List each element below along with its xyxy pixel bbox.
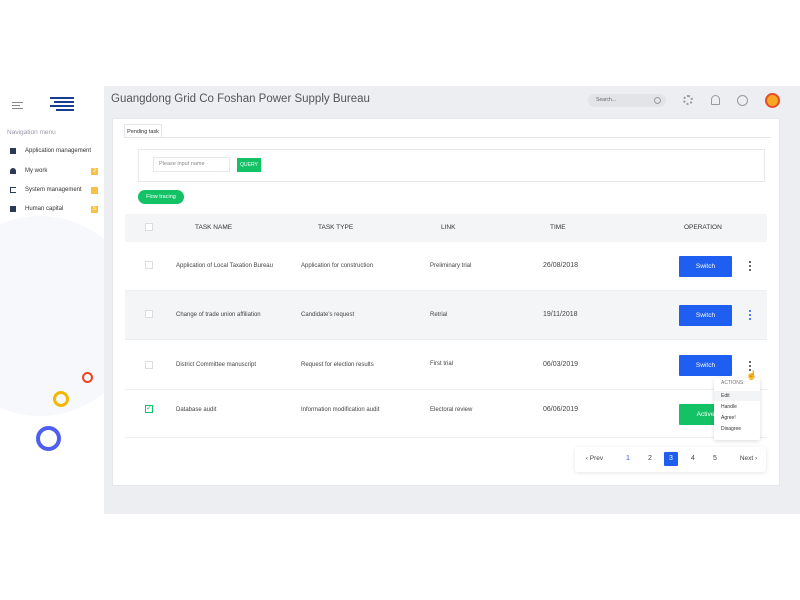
task-name: Database audit [176,407,217,413]
task-name: Application of Local Taxation Bureau [176,263,273,269]
menu-item-edit[interactable]: Edit [714,391,760,401]
page-2[interactable]: 2 [648,455,652,462]
select-all-checkbox[interactable] [145,223,153,231]
power-icon[interactable] [737,95,748,106]
menu-item-handle[interactable]: Handle [721,404,737,410]
decor-bg [0,216,104,416]
nav-label: My work [25,168,48,174]
more-icon[interactable] [749,361,752,373]
col-task-type: TASK TYPE [318,224,354,231]
switch-button[interactable]: Switch [679,355,732,376]
tab-divider [124,137,771,138]
user-icon [10,168,16,174]
badge [91,186,98,194]
more-icon[interactable] [749,261,752,273]
next-label: Next [739,455,754,462]
decor-circle-yellow [53,391,69,407]
bell-icon[interactable] [711,95,720,105]
task-time: 06/03/2019 [543,361,579,368]
table-row [125,291,767,340]
badge: 2 [91,167,98,175]
col-operation: OPERATION [684,224,722,231]
menu-toggle-icon[interactable] [12,102,23,109]
table-row [125,242,767,291]
grid-icon [10,206,16,212]
task-link: Retrial [430,312,448,318]
logo-icon [50,96,74,114]
task-time: 26/08/2018 [543,262,579,269]
row-checkbox[interactable] [145,361,153,369]
page-1[interactable]: 1 [626,455,630,462]
more-icon[interactable] [749,310,752,322]
page-title: Guangdong Grid Co Foshan Power Supply Bu… [111,93,370,105]
badge: 5 [91,205,98,213]
table-row [125,390,767,438]
task-type: Application for construction [301,263,374,269]
page-5[interactable]: 5 [713,455,717,462]
system-icon [10,187,16,193]
prev-label: Prev [589,455,604,462]
sidebar-item-application-management[interactable]: Application management [10,148,98,154]
col-time: TIME [550,224,566,231]
task-type: Request for election results [301,362,374,368]
row-checkbox-checked[interactable]: ✓ [145,405,153,413]
task-name: District Committee manuscript [176,362,257,368]
page-3-current[interactable]: 3 [664,452,678,466]
search-icon [654,97,661,104]
nav-label: System management [25,187,82,193]
nav-heading: Navigation menu [7,129,56,136]
name-input[interactable]: Please input name [153,157,230,172]
task-link: Electoral review [430,407,473,413]
task-time: 19/11/2018 [543,311,578,318]
sidebar-item-human-capital[interactable]: Human capital 5 [10,205,98,213]
decor-circle-blue [36,426,61,451]
tab-pending-task[interactable]: Pending task [124,124,162,138]
col-link: LINK [441,224,456,231]
decor-circle-red [82,372,93,383]
table-row [125,340,767,390]
task-time: 06/06/2019 [543,406,579,413]
task-type: Candidate's request [301,312,355,318]
sidebar: Navigation menu Application management M… [0,86,104,514]
gear-icon[interactable] [683,95,693,105]
query-button[interactable]: QUERY [237,158,261,172]
task-type: Information modification audit [301,407,380,413]
task-name: Change of trade union affiliation [176,312,261,318]
actions-dropdown [714,378,760,440]
nav-label: Human capital [25,206,64,212]
switch-button[interactable]: Switch [679,305,732,326]
menu-item-disagree[interactable]: Disagree [721,426,742,432]
switch-button[interactable]: Switch [679,256,732,277]
hand-cursor-icon: ☝ [746,370,758,380]
sidebar-item-system-management[interactable]: System management [10,186,98,194]
sidebar-item-my-work[interactable]: My work 2 [10,167,98,175]
nav-label: Application management [25,148,92,154]
task-link: Preliminary trial [430,263,472,269]
filter-box [138,149,765,182]
page-4[interactable]: 4 [691,455,695,462]
actions-title: ACTIONS: [721,380,745,386]
next-button[interactable]: Next › [739,455,758,462]
search-input[interactable]: Search... [588,94,666,107]
search-placeholder: Search... [596,97,617,103]
table-header [125,214,767,242]
row-checkbox[interactable] [145,310,153,318]
prev-button[interactable]: ‹ Prev [585,455,604,462]
app-icon [10,148,16,154]
task-link: First trial [430,361,453,367]
col-task-name: TASK NAME [195,224,233,231]
menu-item-agree[interactable]: Agree! [721,415,736,421]
avatar[interactable] [765,93,780,108]
flow-tracing-button[interactable]: Flow tracing [138,190,184,204]
row-checkbox[interactable] [145,261,153,269]
